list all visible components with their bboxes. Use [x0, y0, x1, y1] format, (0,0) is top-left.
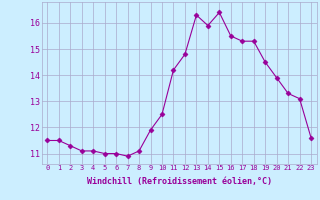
X-axis label: Windchill (Refroidissement éolien,°C): Windchill (Refroidissement éolien,°C) [87, 177, 272, 186]
